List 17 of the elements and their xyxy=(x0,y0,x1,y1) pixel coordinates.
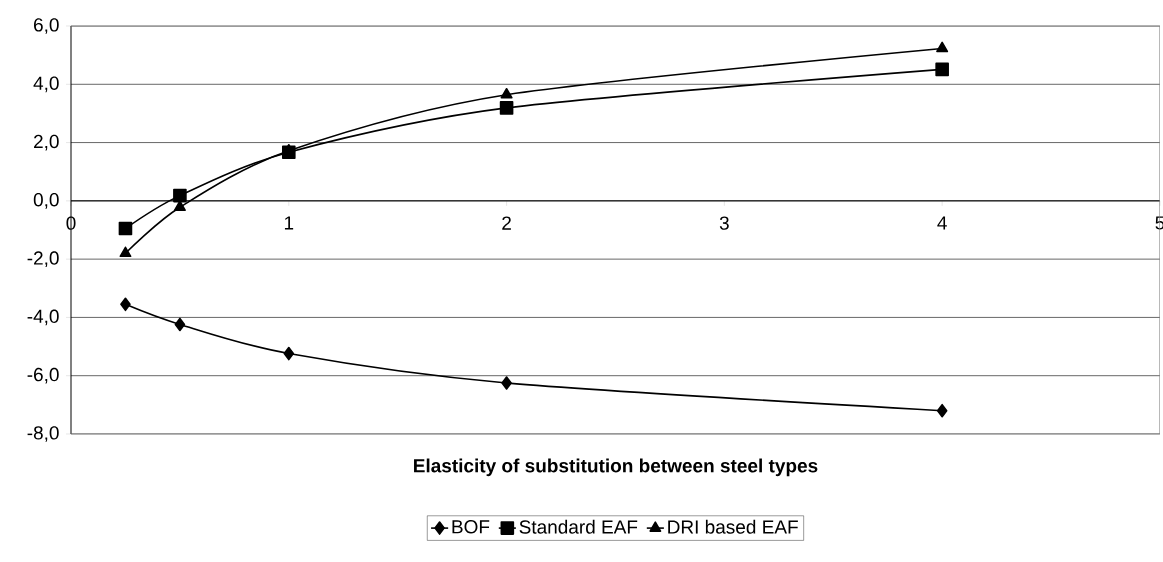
y-tick-label: -6,0 xyxy=(27,367,59,384)
legend-label: DRI based EAF xyxy=(668,519,798,534)
y-tick-label: 4,0 xyxy=(33,76,59,93)
x-tick-label: 2 xyxy=(502,216,511,230)
y-tick-label: 2,0 xyxy=(34,134,59,151)
legend-label: BOF xyxy=(452,520,490,534)
x-tick-label: 4 xyxy=(937,216,947,230)
y-tick-label: 6,0 xyxy=(34,18,59,34)
x-tick-label: 0 xyxy=(66,216,76,230)
y-tick-label: 0,0 xyxy=(33,193,59,209)
x-tick-label: 1 xyxy=(284,216,294,230)
x-axis-title: Elasticity of substitution between steel types xyxy=(414,458,818,477)
y-tick-label: -8,0 xyxy=(27,426,59,442)
x-tick-label: 3 xyxy=(719,216,729,230)
y-tick-label: -4,0 xyxy=(27,309,59,326)
y-tick-label: -2,0 xyxy=(27,251,59,267)
legend-label: Standard EAF xyxy=(519,519,638,534)
